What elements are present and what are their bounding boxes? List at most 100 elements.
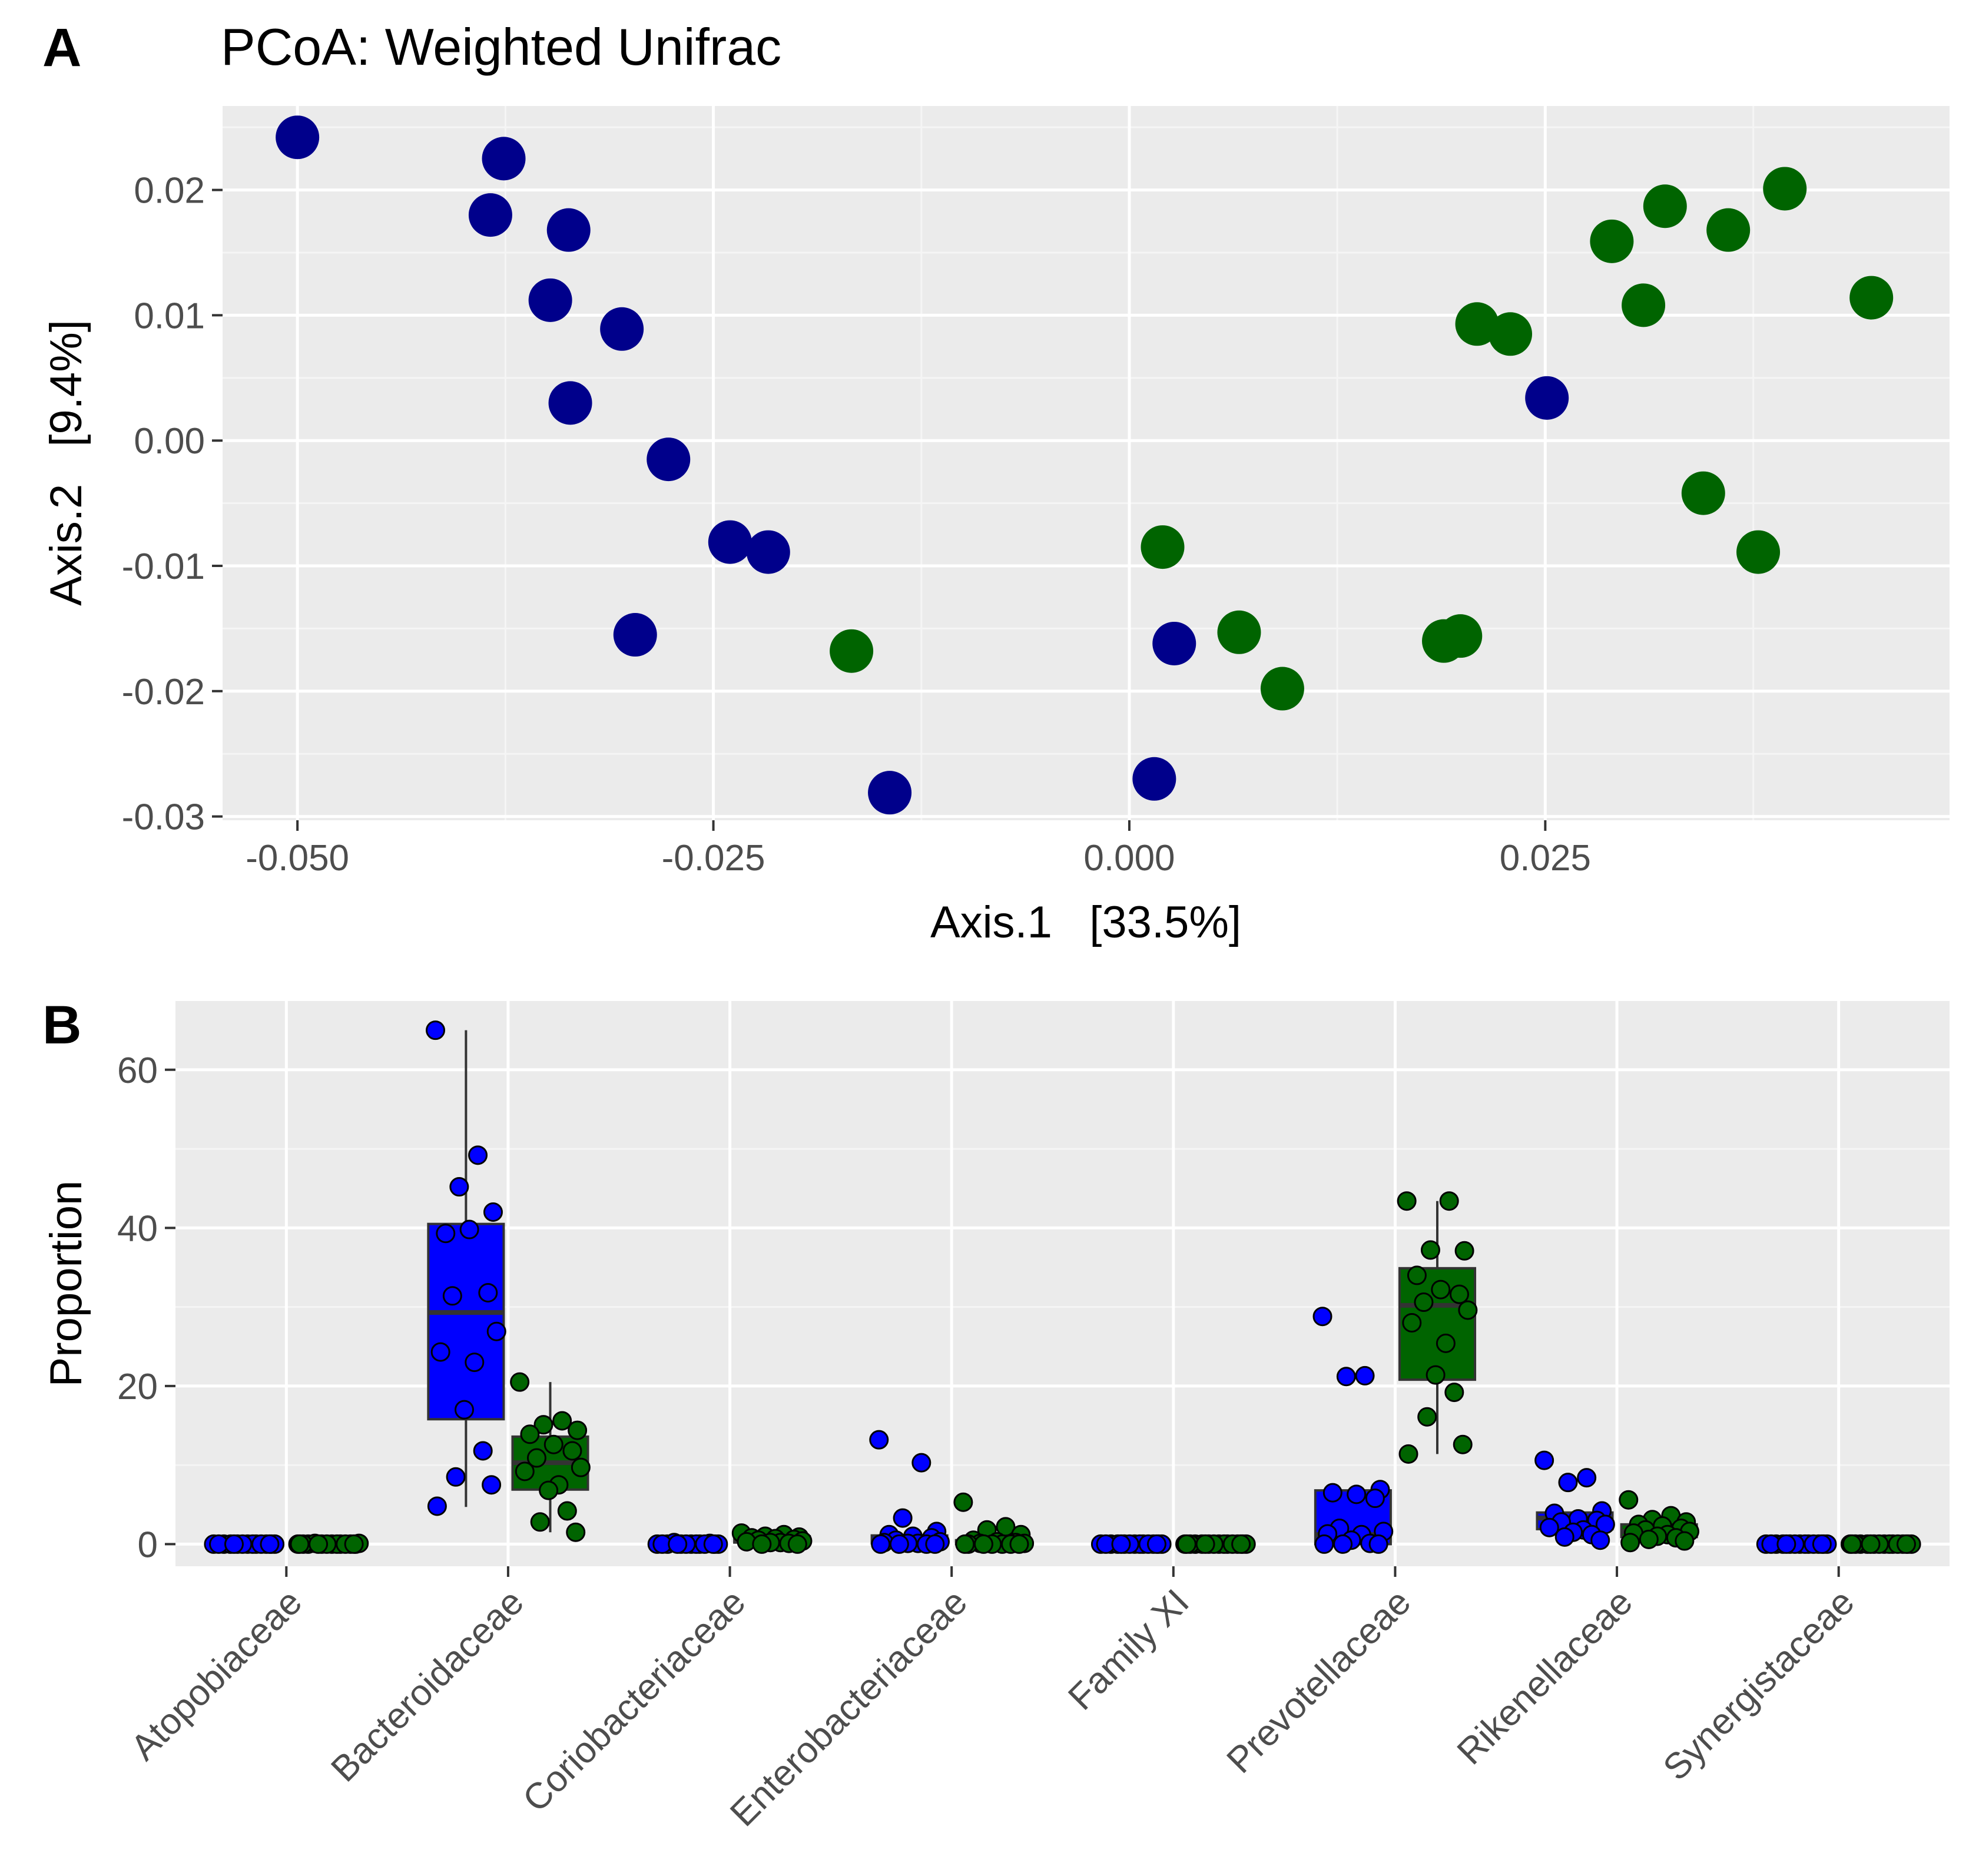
panel-b-point-group1 [1336,1367,1356,1387]
panel-b-point-group2 [557,1501,577,1521]
panel-a-point-group2 [830,629,874,673]
panel-a-point-group1 [528,278,572,322]
panel-a-point-group2 [1260,667,1304,711]
panel-b-point-group2 [1453,1434,1473,1454]
panel-b-point-group1 [1312,1307,1332,1327]
panel-b-point-group2 [1436,1333,1456,1353]
panel-b-point-group2 [1439,1191,1459,1211]
panel-b-point-group2 [1420,1240,1440,1260]
panel-a-point-group1 [647,437,691,482]
panel-b-point-group2 [973,1534,993,1554]
panel-b-point-group1 [1314,1534,1334,1554]
panel-b-point-group2 [520,1424,540,1444]
panel-a-point-group1 [548,381,592,425]
panel-b-point-group2 [344,1534,364,1554]
panel-b-point-group2 [1620,1533,1640,1553]
panel-a-point-group2 [1141,525,1185,569]
panel-b-point-group1 [486,1321,506,1341]
panel-a-point-group1 [1525,376,1569,420]
panel-b-point-group2 [1449,1284,1469,1304]
panel-a-x-axis-label: Axis.1 [33.5%] [930,897,1241,947]
panel-a-y-tick-label: 0.02 [134,171,205,211]
panel-b-point-group1 [1355,1365,1375,1386]
panel-b-point-group2 [1402,1312,1422,1333]
panel-b-point-group1 [459,1219,479,1239]
panel-b-point-group1 [465,1353,485,1373]
panel-b-point-group2 [1431,1280,1451,1300]
panel-a-y-ticks: -0.03 -0.02 -0.01 0.00 0.01 0.02 [122,171,223,838]
panel-b-point-group2 [955,1534,975,1554]
panel-a-point-group2 [1736,530,1781,574]
panel-b-label: B [42,995,81,1055]
panel-b-point-group1 [427,1496,447,1516]
panel-a-point-group1 [276,115,320,160]
panel-a-x-tick-label: 0.000 [1083,838,1175,879]
panel-b-point-group1 [436,1224,456,1244]
panel-b-point-group2 [530,1512,550,1532]
panel-b-point-group2 [953,1492,973,1512]
panel-b-y-ticks: 0 20 40 60 [117,1050,175,1565]
panel-b-point-group1 [703,1534,723,1554]
panel-a-point-group2 [1763,167,1807,211]
panel-a-y-tick-label: -0.01 [122,546,205,587]
panel-b-point-group2 [510,1372,530,1392]
panel-b-point-group1 [869,1430,889,1450]
panel-b-point-group1 [668,1534,688,1554]
panel-b-box-group1 [427,1222,505,1421]
panel-b-point-group2 [1842,1534,1862,1554]
panel-b-point-group1 [426,1020,446,1040]
panel-b-point-group1 [454,1400,474,1420]
panel-b-point-group1 [1146,1534,1166,1554]
panel-a-points [276,115,1894,815]
panel-a-point-group1 [468,193,512,237]
panel-b-point-group1 [260,1534,280,1554]
panel-b-point-group1 [1333,1534,1353,1554]
panel-b-point-group1 [1365,1489,1385,1509]
panel-b-point-group2 [1426,1365,1446,1385]
panel-b-point-group2 [1458,1300,1478,1320]
panel-a-point-group1 [600,307,644,351]
panel-b-point-group2 [515,1461,535,1481]
panel-b-point-group2 [1009,1534,1029,1554]
panel-a-y-tick-label: -0.03 [122,797,205,838]
panel-b-point-group2 [1639,1529,1659,1549]
panel-b-point-group2 [568,1420,588,1440]
panel-b-point-group2 [1397,1191,1417,1211]
panel-b-point-group2 [1414,1292,1434,1312]
panel-b-point-group1 [1322,1483,1342,1503]
panel-b-point-group2 [1407,1265,1427,1285]
panel-b-point-group1 [893,1508,913,1528]
panel-b-point-group1 [1577,1468,1597,1488]
panel-a-point-group2 [1590,219,1634,263]
panel-b-point-group2 [571,1457,591,1477]
panel-b-point-group1 [473,1441,493,1461]
panel-b-point-group2 [1398,1444,1418,1464]
panel-a-point-group2 [1849,276,1894,320]
panel-b-point-group2 [1231,1534,1251,1554]
panel-b-point-group1 [889,1534,909,1554]
panel-b-point-group1 [1534,1450,1554,1470]
panel-b-point-group1 [1111,1534,1131,1554]
panel-b-point-group2 [562,1441,582,1461]
panel-a-point-group2 [1438,614,1483,658]
panel-a-label: A [42,18,81,78]
panel-a-point-group1 [546,208,591,252]
panel-a-point-group1 [482,137,526,181]
panel-b-point-group2 [752,1534,772,1554]
panel-b-point-group1 [911,1453,932,1473]
panel-b-point-group1 [925,1534,945,1554]
panel-b-point-group2 [1176,1534,1196,1554]
panel-a-point-group2 [1681,471,1725,515]
panel-a-x-tick-label: -0.025 [662,838,765,879]
panel-a-point-group2 [1622,283,1666,327]
panel-b-y-axis-label: Proportion [41,1181,91,1387]
panel-b-point-group1 [1539,1517,1559,1537]
panel-b-point-group2 [1454,1241,1474,1261]
panel-b-point-group1 [871,1534,891,1554]
panel-a-y-tick-label: 0.00 [134,421,205,462]
panel-b-point-group2 [1619,1490,1639,1510]
panel-a-point-group1 [613,613,657,657]
panel-a-minor-gridlines [223,106,1950,820]
panel-b-point-group2 [1861,1534,1881,1554]
panel-b-point-group2 [543,1434,563,1454]
